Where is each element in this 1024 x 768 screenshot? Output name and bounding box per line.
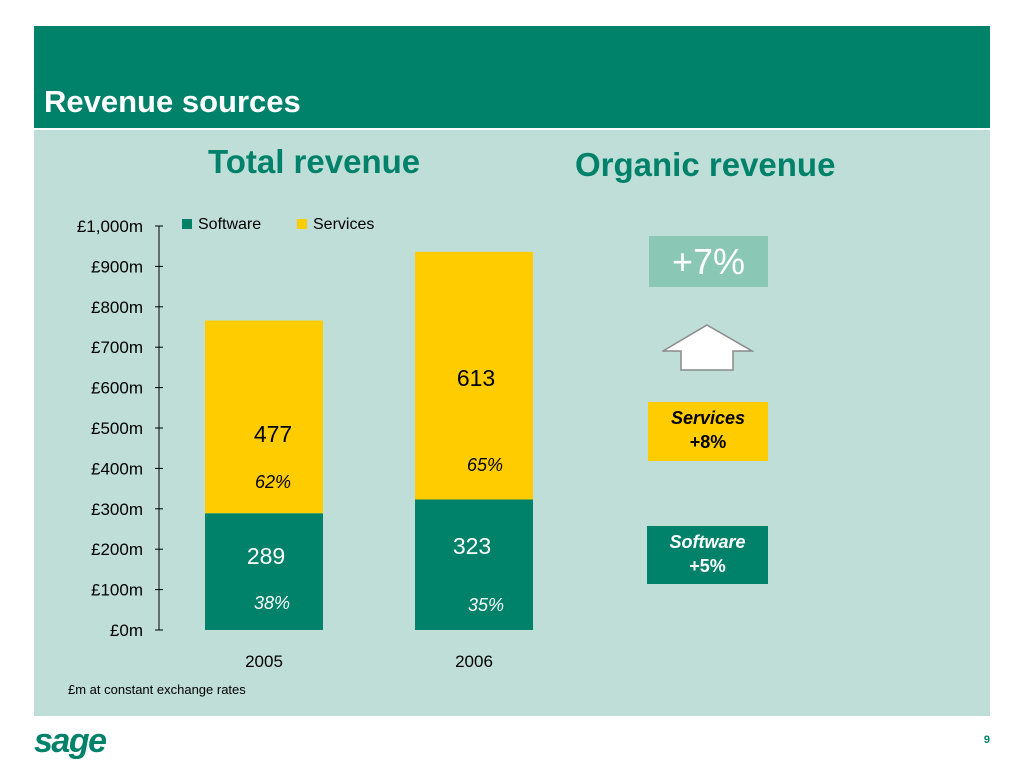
percent-label: 62% [255,472,291,492]
y-tick-label: £1,000m [77,217,143,236]
y-tick-label: £700m [91,338,143,357]
bar-services-2005 [205,320,323,514]
y-tick-label: £600m [91,379,143,398]
total-revenue-title: Total revenue [208,143,421,180]
data-label: 289 [247,543,285,569]
legend-label: Software [198,216,261,233]
bar-services-2006 [415,251,533,500]
services-growth-label: Services [670,408,746,428]
percent-label: 35% [468,595,504,615]
services-growth-box: Services +8% [648,402,768,461]
y-tick-label: £200m [91,540,143,559]
y-tick-label: £400m [91,459,143,478]
bar-software-2006 [415,499,533,630]
software-growth-label: Software [669,532,746,552]
up-arrow-icon [662,324,754,371]
sage-logo: sage [34,722,107,760]
y-tick-label: £300m [91,500,143,519]
y-tick-label: £800m [91,298,143,317]
legend-label: Services [313,216,374,233]
percent-label: 38% [254,593,290,613]
data-label: 613 [457,365,495,391]
software-growth-value: +5% [689,556,726,576]
organic-revenue-title: Organic revenue [575,146,836,183]
header-bar: Revenue sources [34,26,990,128]
y-tick-label: £900m [91,257,143,276]
legend-swatch-services [297,219,307,229]
bar-software-2005 [205,513,323,630]
page-title: Revenue sources [44,84,301,119]
footnote: £m at constant exchange rates [68,682,246,697]
y-tick-label: £500m [91,419,143,438]
percent-label: 65% [467,455,503,475]
software-growth-box: Software +5% [647,526,768,584]
x-tick-label: 2005 [245,652,283,671]
page-number: 9 [983,734,990,746]
x-tick-label: 2006 [455,652,493,671]
data-label: 477 [254,421,292,447]
y-tick-label: £0m [110,621,143,640]
total-growth-badge: +7% [649,236,768,287]
y-tick-label: £100m [91,581,143,600]
revenue-bar-chart: £0m £100m £200m £300m £400m £500m £600m £700m £8… [77,216,533,671]
data-label: 323 [453,533,491,559]
legend-swatch-software [182,219,192,229]
services-growth-value: +8% [689,432,727,452]
